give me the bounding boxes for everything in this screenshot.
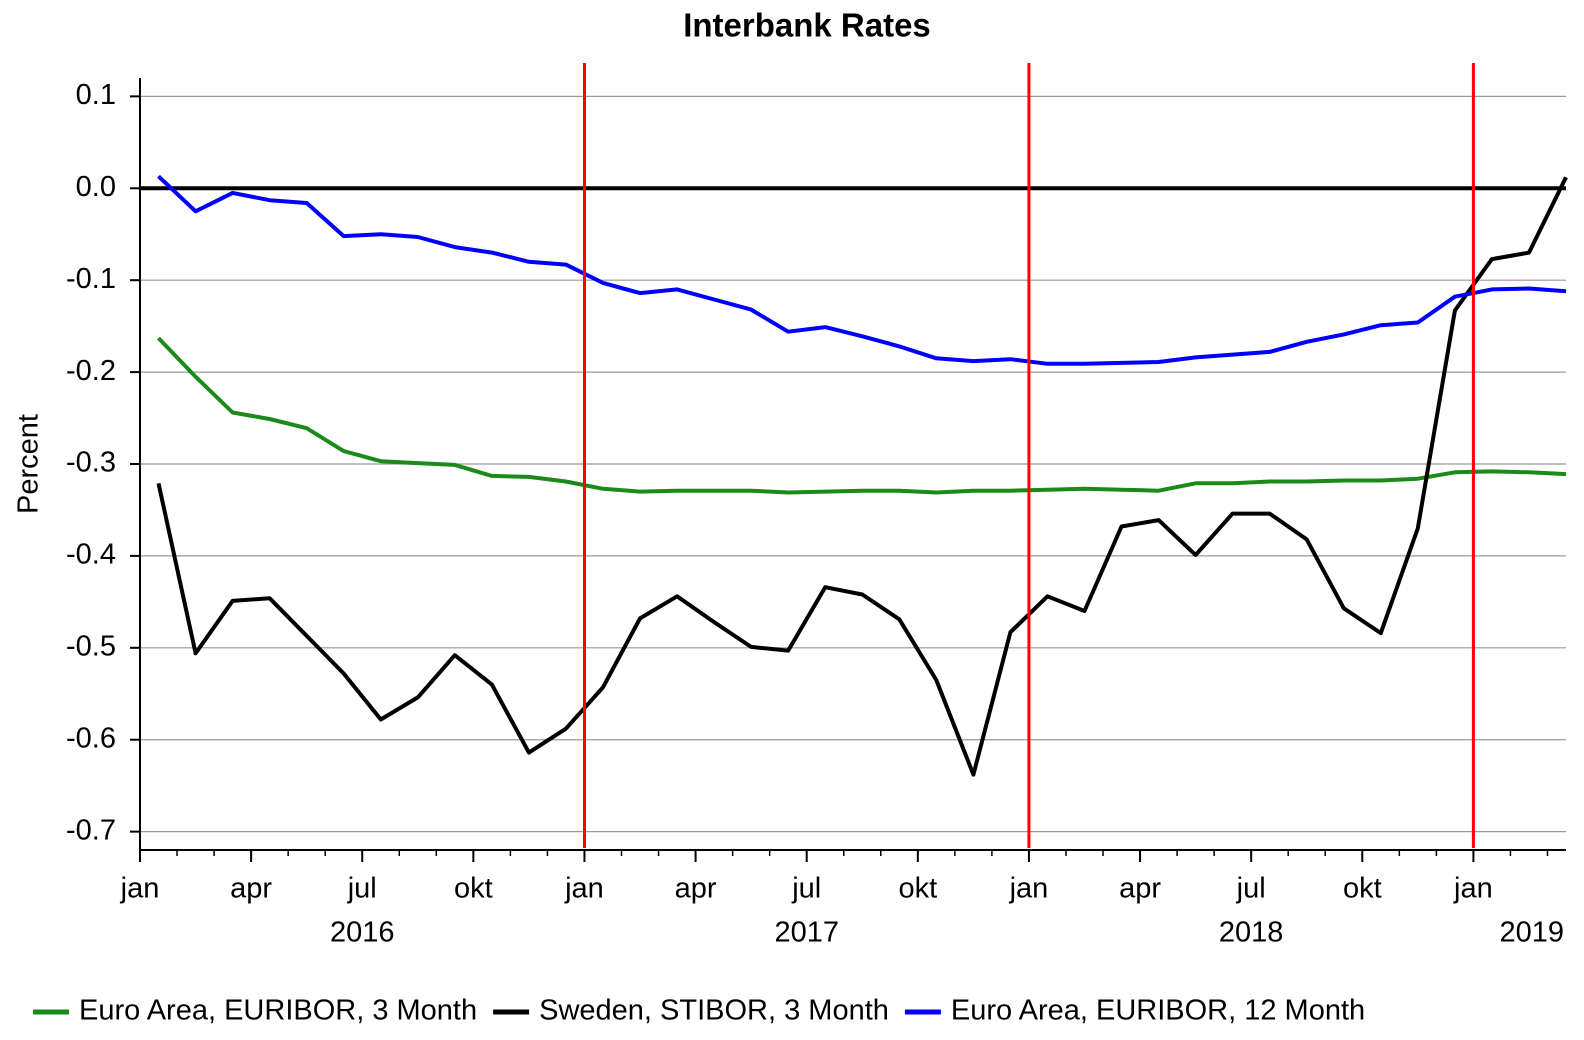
x-tick-label: jan xyxy=(1453,873,1493,905)
y-tick-label: -0.4 xyxy=(66,539,116,571)
x-tick-label: jul xyxy=(791,873,821,905)
x-tick-label: jan xyxy=(564,873,604,905)
legend-label: Euro Area, EURIBOR, 3 Month xyxy=(79,995,477,1027)
x-year-label: 2018 xyxy=(1219,917,1284,949)
x-tick-label: apr xyxy=(230,873,272,905)
y-tick-label: -0.7 xyxy=(66,814,116,846)
x-tick-label: jan xyxy=(1009,873,1049,905)
x-tick-label: apr xyxy=(1119,873,1161,905)
chart-title: Interbank Rates xyxy=(683,7,931,44)
legend-label: Sweden, STIBOR, 3 Month xyxy=(539,995,889,1027)
y-tick-label: -0.6 xyxy=(66,722,116,754)
y-tick-label: -0.5 xyxy=(66,630,116,662)
series-line xyxy=(157,174,1567,366)
series-line xyxy=(156,176,1568,777)
y-tick-label: 0.0 xyxy=(76,171,116,203)
y-tick-label: -0.3 xyxy=(66,447,116,479)
y-tick-label: -0.2 xyxy=(66,355,116,387)
x-tick-label: apr xyxy=(675,873,717,905)
x-year-label: 2016 xyxy=(330,917,395,949)
x-tick-label: okt xyxy=(454,873,493,905)
legend-label: Euro Area, EURIBOR, 12 Month xyxy=(951,995,1365,1027)
x-year-label: 2017 xyxy=(774,917,839,949)
y-tick-label: -0.1 xyxy=(66,263,116,295)
x-tick-label: okt xyxy=(1343,873,1382,905)
x-tick-label: okt xyxy=(898,873,937,905)
series-line xyxy=(157,336,1567,495)
x-tick-label: jul xyxy=(1236,873,1266,905)
x-year-label: 2019 xyxy=(1499,917,1564,949)
x-tick-label: jan xyxy=(120,873,160,905)
x-tick-label: jul xyxy=(347,873,377,905)
y-tick-label: 0.1 xyxy=(76,79,116,111)
y-axis-label: Percent xyxy=(13,414,45,514)
